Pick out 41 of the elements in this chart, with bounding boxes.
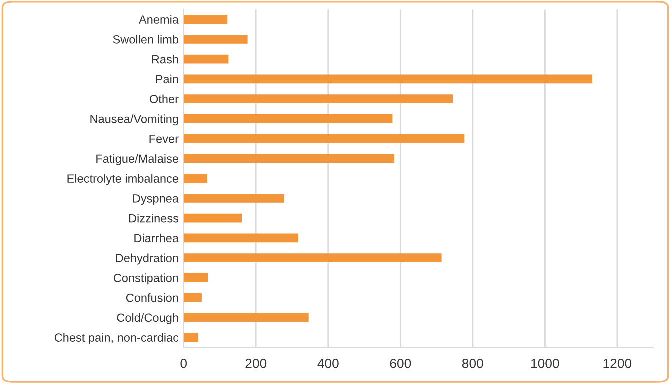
bar — [184, 74, 592, 84]
x-tick-label: 400 — [318, 358, 339, 368]
y-tick-label: Electrolyte imbalance — [68, 174, 178, 186]
y-tick-label: Fever — [150, 134, 179, 144]
y-tick-label: Diarrhea — [134, 234, 179, 243]
y-tick-label: Rash — [152, 55, 178, 64]
x-tick-label: 200 — [246, 358, 267, 368]
bar — [184, 194, 284, 203]
bar — [184, 174, 208, 184]
bar — [184, 333, 198, 342]
bar — [184, 273, 208, 282]
y-tick-label: Nausea/Vomiting — [90, 114, 178, 126]
bar — [184, 34, 248, 44]
bar — [184, 234, 298, 243]
bar — [184, 154, 394, 164]
y-tick-label: Swollen limb — [113, 35, 178, 44]
y-tick-label: Dizziness — [129, 214, 179, 223]
y-tick-label: Dyspnea — [133, 194, 179, 206]
y-tick-label: Confusion — [126, 294, 178, 302]
bar — [184, 54, 229, 64]
x-tick-label: 0 — [180, 358, 188, 368]
bar — [184, 15, 228, 24]
y-tick-label: Fatigue/Malaise — [96, 154, 178, 166]
y-tick-label: Anemia — [138, 15, 179, 24]
y-tick-label: Chest pain, non-cardiac — [54, 333, 179, 344]
y-tick-label: Pain — [156, 74, 178, 84]
x-tick-label: 600 — [390, 358, 412, 368]
x-tick-label: 800 — [462, 358, 484, 368]
bar — [184, 94, 454, 104]
bar — [184, 293, 202, 302]
x-tick-label: 1000 — [531, 358, 560, 368]
bar — [184, 214, 242, 223]
y-tick-label: Constipation — [114, 274, 178, 285]
y-tick-label: Other — [150, 94, 179, 104]
y-tick-label: Dehydration — [116, 254, 178, 265]
bar — [184, 254, 442, 263]
bar — [184, 313, 309, 322]
y-tick-label: Cold/Cough — [117, 313, 178, 324]
x-tick-label: 1200 — [604, 358, 632, 368]
bar — [184, 114, 393, 124]
bar — [184, 134, 465, 144]
